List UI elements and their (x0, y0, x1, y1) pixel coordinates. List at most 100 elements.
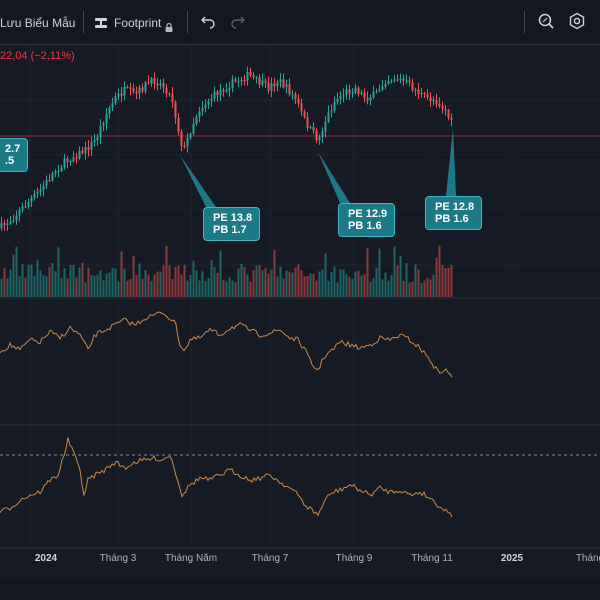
price-candle (78, 150, 81, 159)
indicator-2-line (0, 437, 453, 518)
volume-bar (444, 268, 447, 297)
volume-bar (3, 267, 6, 297)
volume-bar (336, 282, 339, 297)
volume-bar (366, 248, 369, 297)
volume-bar (354, 271, 357, 297)
volume-bar (87, 267, 90, 297)
volume-bar (15, 246, 18, 297)
volume-bar (102, 280, 105, 297)
price-candle (357, 87, 360, 94)
price-candle (351, 92, 354, 94)
price-candle (342, 95, 345, 97)
volume-bar (414, 264, 417, 297)
volume-bar (174, 266, 177, 297)
volume-bar (288, 271, 291, 297)
price-candle (450, 117, 453, 120)
time-axis-label: Tháng 7 (251, 553, 289, 564)
time-axis-label: Tháng Năm (164, 553, 218, 564)
volume-bar (447, 267, 450, 297)
volume-bar (204, 280, 207, 297)
price-candle (18, 209, 21, 216)
price-candle (66, 158, 69, 162)
price-candle (288, 84, 291, 95)
price-candle (174, 101, 177, 118)
volume-bar (312, 273, 315, 297)
indicator-1-line (0, 311, 453, 378)
price-candle (39, 189, 42, 192)
volume-bar (60, 278, 63, 297)
price-candle (327, 112, 330, 122)
price-candle (405, 80, 408, 82)
price-candle (30, 197, 33, 203)
volume-bar (399, 255, 402, 297)
price-candle (93, 140, 96, 142)
time-axis-label: 2025 (500, 553, 524, 564)
search-button[interactable] (537, 12, 555, 34)
volume-bar (300, 270, 303, 297)
volume-bar (99, 270, 102, 297)
volume-bar (39, 270, 42, 297)
chart-area[interactable]: 2.7 .5 PE 13.8 PB 1.7 PE 12.9 PB 1.6 PE … (0, 45, 600, 585)
price-candle (309, 127, 312, 129)
price-candle (387, 81, 390, 84)
price-candle (339, 96, 342, 100)
price-candle (207, 100, 210, 105)
volume-bar (411, 281, 414, 297)
price-candle (408, 80, 411, 83)
volume-bar (147, 274, 150, 297)
callout-pe-1-pb: PB 1.7 (213, 224, 247, 236)
price-candle (240, 80, 243, 82)
undo-button[interactable] (200, 12, 216, 34)
volume-bar (159, 271, 162, 297)
volume-bar (378, 248, 381, 297)
price-candle (57, 170, 60, 172)
settings-button[interactable] (568, 12, 586, 34)
volume-bar (435, 257, 438, 297)
volume-bar (75, 277, 78, 297)
callout-pointer (318, 152, 350, 203)
price-candle (435, 99, 438, 105)
volume-bar (36, 260, 39, 297)
chart-canvas[interactable] (0, 45, 600, 585)
volume-bar (297, 264, 300, 297)
volume-bar (114, 268, 117, 297)
volume-bar (252, 270, 255, 297)
volume-bar (315, 280, 318, 297)
price-candle (0, 223, 3, 228)
volume-bar (360, 275, 363, 297)
volume-bar (81, 262, 84, 297)
price-candle (360, 92, 363, 94)
price-candle (234, 79, 237, 82)
volume-bar (69, 264, 72, 297)
price-candle (231, 79, 234, 89)
price-candle (60, 167, 63, 171)
price-candle (135, 91, 138, 94)
toolbar-divider (524, 11, 525, 33)
redo-button[interactable] (230, 12, 246, 34)
volume-bar (180, 274, 183, 297)
volume-bar (210, 260, 213, 297)
footprint-button[interactable]: Footprint (94, 12, 173, 34)
save-layout-button[interactable]: Lưu Biểu Mẫu (0, 12, 75, 34)
volume-bar (0, 278, 3, 297)
callout-pe-3: PE 12.8 PB 1.6 (425, 196, 483, 230)
price-candle (432, 99, 435, 102)
time-axis[interactable]: 2024 Tháng 3 Tháng Năm Tháng 7 Tháng 9 T… (0, 553, 600, 577)
volume-bar (246, 274, 249, 297)
price-candle (297, 98, 300, 104)
volume-bar (168, 265, 171, 297)
price-candle (90, 141, 93, 150)
price-candle (48, 180, 51, 182)
price-candle (186, 138, 189, 147)
price-candle (291, 94, 294, 96)
footprint-logo-icon (94, 16, 108, 30)
volume-bar (195, 270, 198, 297)
price-candle (279, 79, 282, 83)
price-candle (126, 87, 129, 89)
volume-bar (165, 245, 168, 297)
price-candle (396, 79, 399, 81)
price-candle (261, 80, 264, 85)
volume-bar (387, 280, 390, 297)
callout-pointers (180, 128, 456, 207)
volume-bar (93, 275, 96, 297)
